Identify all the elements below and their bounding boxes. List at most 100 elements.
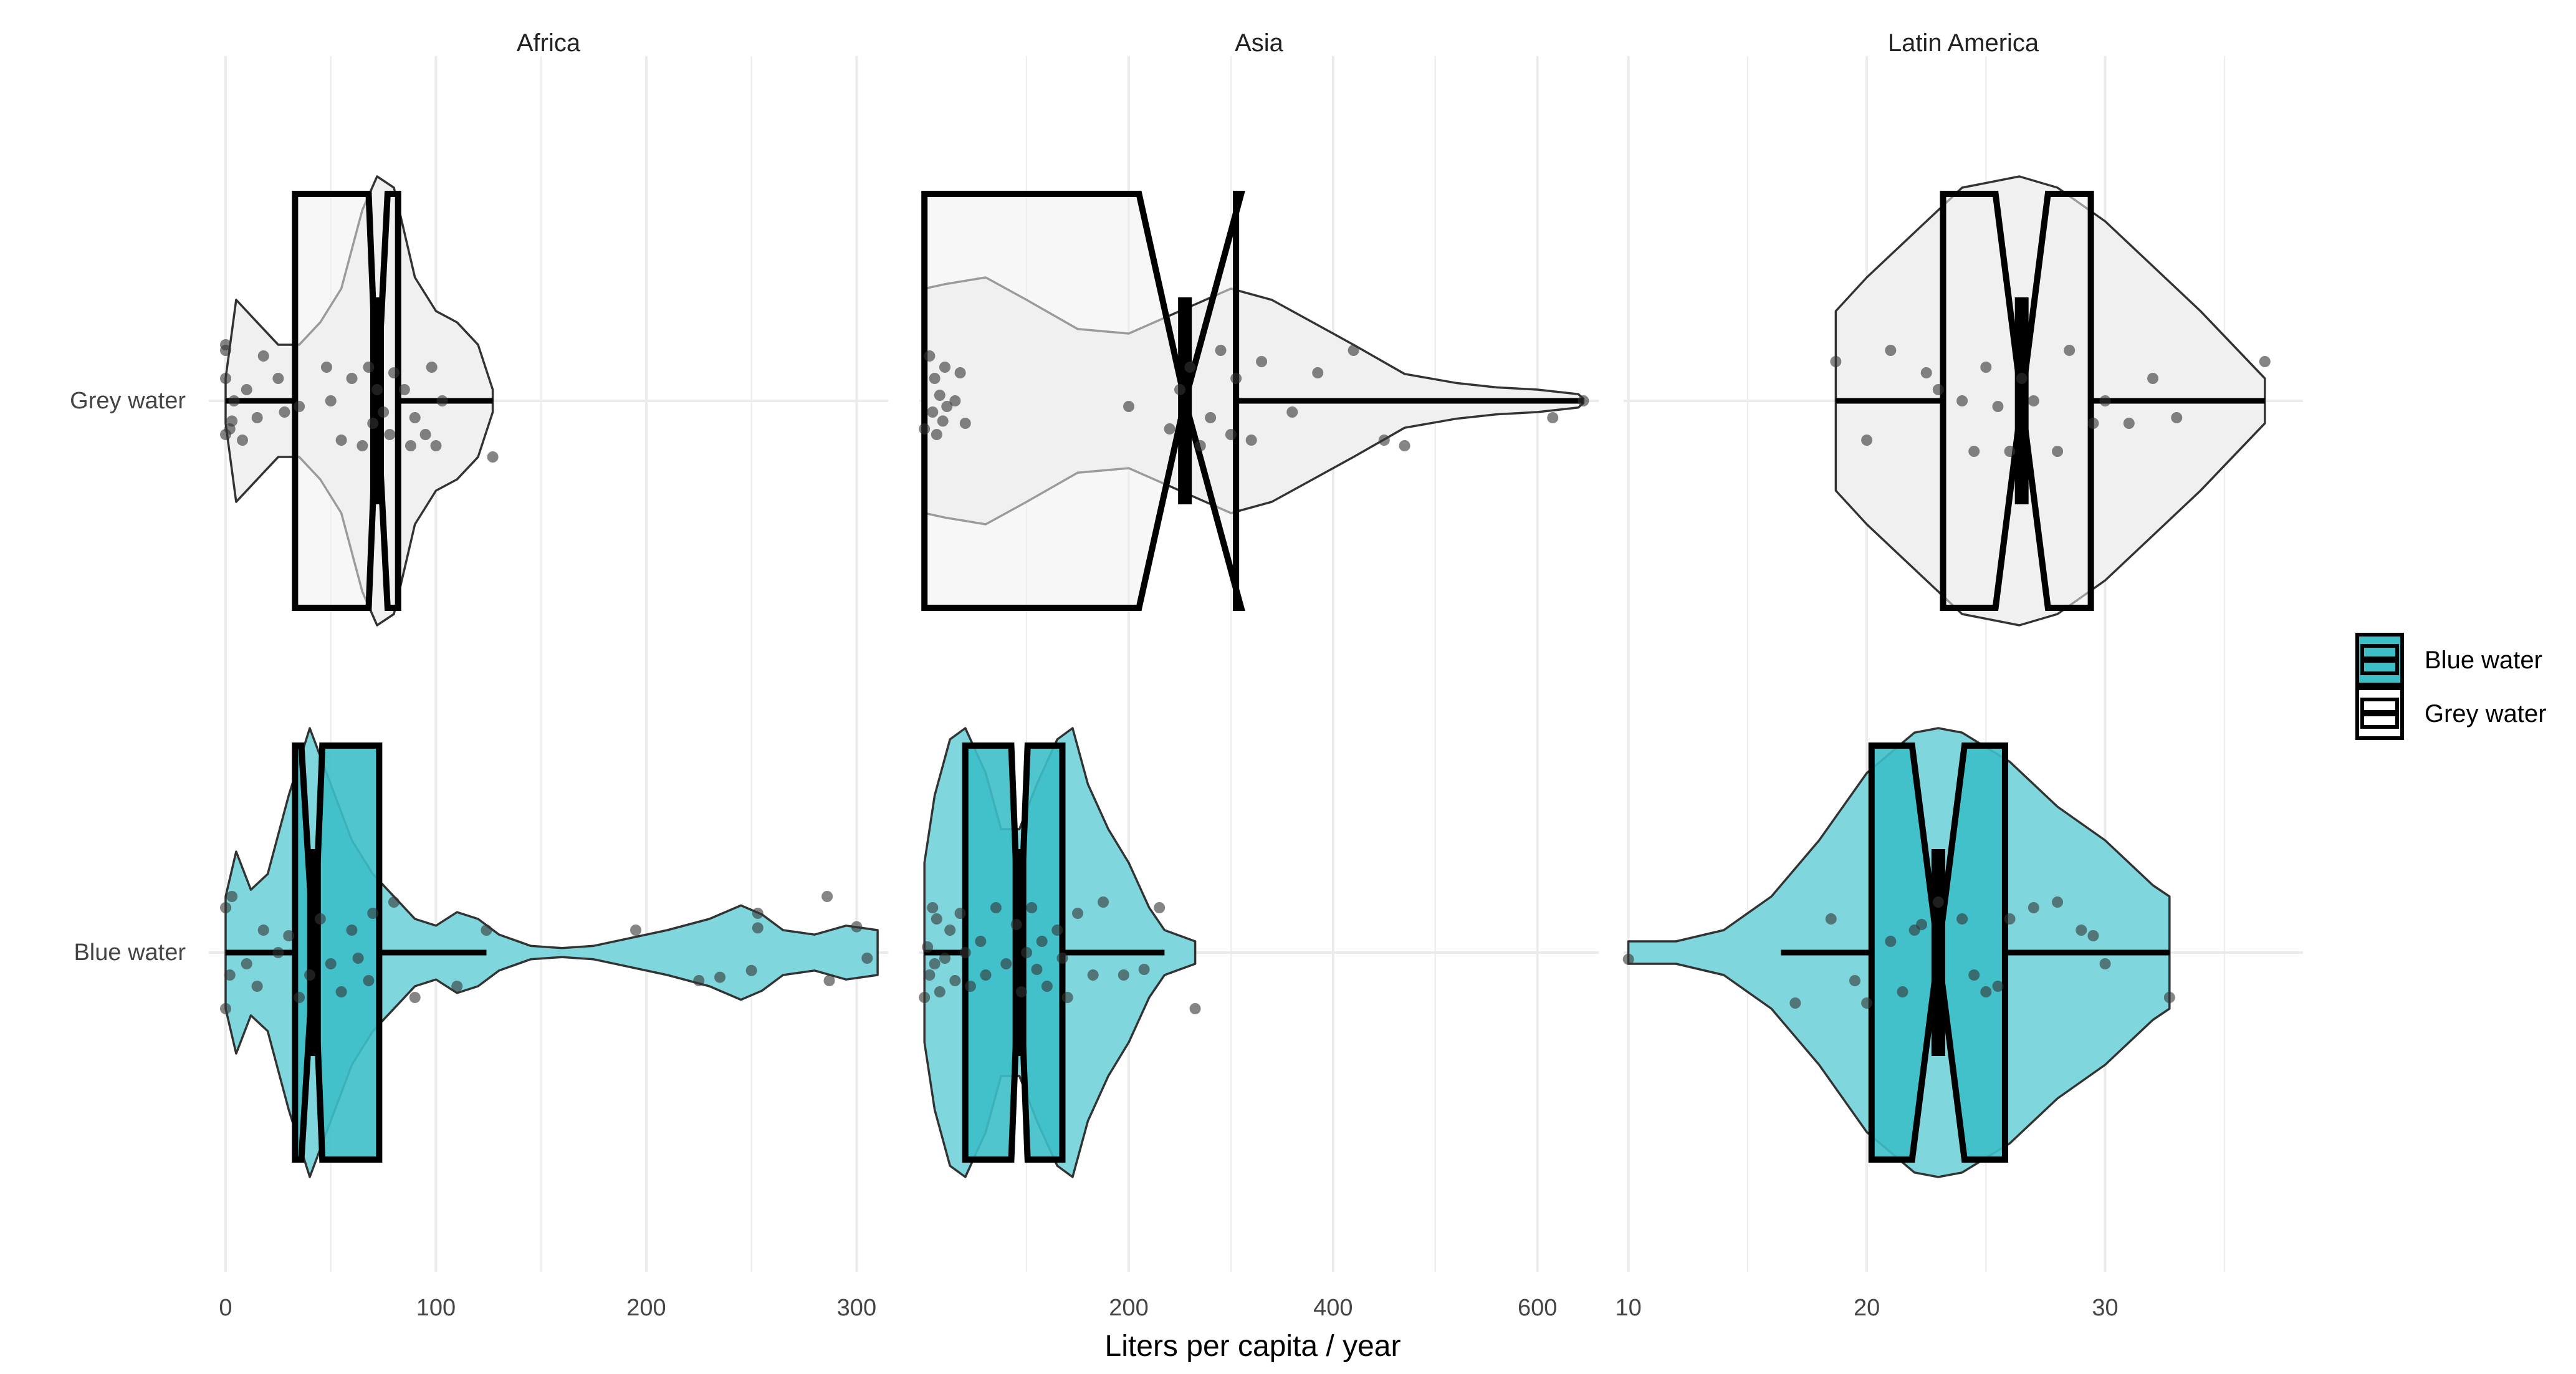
data-point xyxy=(939,953,950,964)
data-point xyxy=(1286,406,1298,418)
data-point xyxy=(1154,902,1166,913)
data-point xyxy=(1992,401,2004,412)
data-point xyxy=(226,891,238,902)
data-point xyxy=(257,350,269,362)
data-point xyxy=(228,395,240,406)
data-point xyxy=(1230,373,1242,384)
legend-entry-grey-water: Grey water xyxy=(2355,686,2547,740)
facet-title-africa: Africa xyxy=(517,29,581,57)
x-axis-title: Liters per capita / year xyxy=(1105,1330,1401,1363)
data-point xyxy=(630,925,642,936)
data-point xyxy=(409,992,421,1003)
data-point xyxy=(219,1003,231,1014)
data-point xyxy=(1245,435,1257,446)
data-point xyxy=(2163,992,2175,1003)
data-point xyxy=(294,992,305,1003)
data-point xyxy=(1885,936,1897,947)
data-point xyxy=(821,891,833,902)
group-grey-water xyxy=(219,175,499,627)
data-point xyxy=(388,367,400,378)
data-point xyxy=(1015,986,1027,997)
data-point xyxy=(2099,958,2111,969)
data-point xyxy=(1098,896,1109,908)
data-point xyxy=(934,390,946,401)
facet-latin-america: Latin America 10 20 30 xyxy=(1616,29,2303,1321)
data-point xyxy=(931,913,942,925)
data-point xyxy=(2028,395,2039,406)
data-point xyxy=(241,958,252,969)
data-point xyxy=(1138,964,1150,975)
data-point xyxy=(367,418,379,429)
data-point xyxy=(352,953,364,964)
data-point xyxy=(929,958,941,969)
data-point xyxy=(1956,913,1968,925)
group-blue-water xyxy=(1622,727,2175,1178)
data-point xyxy=(294,401,305,412)
legend: Blue water Grey water xyxy=(2355,633,2547,740)
data-point xyxy=(959,418,971,429)
data-point xyxy=(325,395,337,406)
data-point xyxy=(481,925,492,936)
data-point xyxy=(927,406,939,418)
data-point xyxy=(752,908,764,919)
data-point xyxy=(949,975,961,986)
data-point xyxy=(1980,986,1992,997)
data-point xyxy=(1256,356,1268,367)
data-point xyxy=(861,953,873,964)
box-grey-water xyxy=(921,191,1245,611)
data-point xyxy=(487,451,499,463)
data-point xyxy=(1312,367,1324,378)
data-point xyxy=(371,384,383,395)
data-point xyxy=(714,971,726,983)
data-point xyxy=(236,435,248,446)
data-point xyxy=(1036,936,1048,947)
data-point xyxy=(1578,395,1589,406)
data-point xyxy=(924,969,936,981)
data-point xyxy=(219,429,231,440)
data-point xyxy=(2099,395,2111,406)
data-point xyxy=(1087,969,1099,981)
data-point xyxy=(1000,958,1012,969)
data-point xyxy=(363,975,375,986)
data-point xyxy=(1072,908,1084,919)
facet-panels: Africa 0 100 200 300 Asia 200 400 600 Latin Ameri… xyxy=(209,29,2303,1321)
data-point xyxy=(226,415,238,427)
data-point xyxy=(944,925,956,936)
data-point xyxy=(745,964,757,976)
data-point xyxy=(2171,412,2183,423)
data-point xyxy=(335,986,347,997)
legend-label-grey-water: Grey water xyxy=(2425,700,2547,728)
data-point xyxy=(378,406,390,418)
data-point xyxy=(405,440,416,451)
data-point xyxy=(1051,925,1063,936)
data-point xyxy=(1194,440,1206,451)
data-point xyxy=(752,922,764,934)
data-point xyxy=(2076,925,2087,936)
data-point xyxy=(1205,412,1217,423)
data-point xyxy=(1215,345,1227,356)
data-point xyxy=(2052,896,2064,908)
x-tick-label: 200 xyxy=(626,1295,666,1321)
data-point xyxy=(1897,986,1908,997)
facet-title-latin-america: Latin America xyxy=(1888,29,2039,57)
data-point xyxy=(409,412,421,423)
data-point xyxy=(2004,446,2016,457)
data-point xyxy=(2123,418,2135,429)
y-tick-label-blue-water: Blue water xyxy=(74,939,186,966)
data-point xyxy=(251,981,263,992)
data-point xyxy=(1932,896,1944,908)
data-point xyxy=(314,913,326,925)
y-tick-label-grey-water: Grey water xyxy=(70,388,186,414)
x-tick-label: 30 xyxy=(2092,1295,2118,1321)
group-blue-water xyxy=(919,727,1201,1178)
data-point xyxy=(2004,913,2016,925)
data-point xyxy=(1916,919,1928,930)
data-point xyxy=(1932,384,1944,395)
y-axis: Grey water Blue water xyxy=(70,388,186,966)
data-point xyxy=(1123,401,1135,412)
data-point xyxy=(384,429,396,440)
facet-asia: Asia 200 400 600 xyxy=(919,29,1599,1321)
x-tick-label: 600 xyxy=(1518,1295,1557,1321)
data-point xyxy=(1056,953,1068,964)
